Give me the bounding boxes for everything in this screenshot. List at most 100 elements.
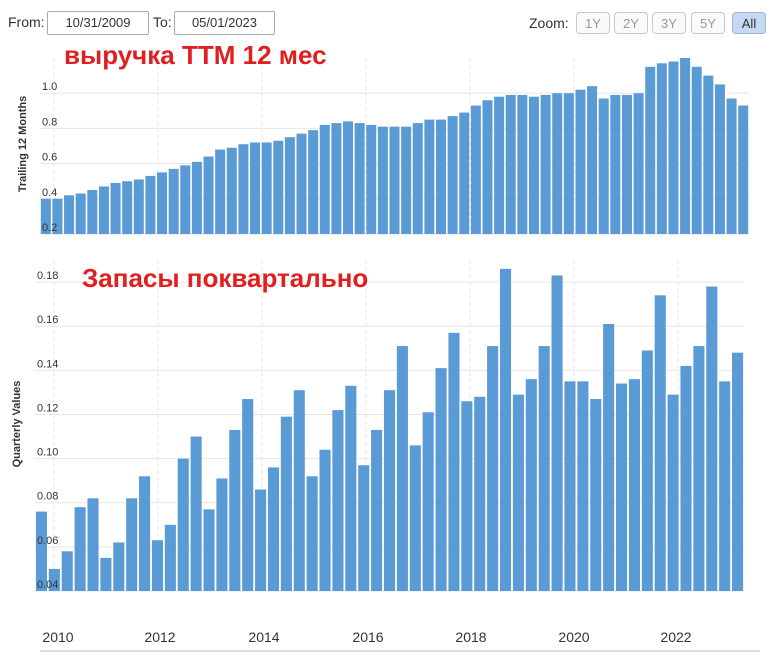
top-chart-bar	[308, 130, 319, 234]
zoom-2y-button[interactable]: 2Y	[614, 12, 648, 34]
top-chart-y-axis-label: Trailing 12 Months	[17, 96, 29, 193]
bottom-chart-y-axis-label: Quarterly Values	[11, 381, 23, 468]
top-chart-bar	[621, 94, 632, 235]
bottom-chart-bar	[229, 429, 241, 591]
top-chart-bar	[250, 142, 261, 234]
bottom-chart-bar	[61, 551, 73, 591]
top-chart-bar	[168, 168, 179, 234]
top-chart-y-tick-label: 0.6	[42, 152, 57, 164]
bottom-chart-bar	[332, 410, 344, 591]
bottom-chart-bar	[512, 394, 524, 591]
bottom-chart-x-tick-label: 2016	[352, 629, 383, 645]
top-chart-bar	[714, 84, 725, 235]
top-chart-bar	[738, 105, 749, 235]
bottom-chart-bar	[719, 381, 731, 591]
bottom-chart-bar	[306, 476, 318, 591]
top-chart-bar	[284, 137, 295, 234]
top-chart-bar	[668, 61, 679, 234]
top-chart-bar	[98, 186, 109, 234]
top-chart-title: выручка TTM 12 мес	[64, 44, 327, 70]
bottom-chart-bar	[280, 416, 292, 591]
bottom-chart-bar	[35, 511, 47, 591]
bottom-chart-bar	[319, 449, 331, 591]
bottom-chart-bar	[293, 390, 305, 591]
top-chart-bar	[424, 119, 435, 234]
zoom-1y-button[interactable]: 1Y	[576, 12, 610, 34]
top-chart-bar	[343, 121, 354, 234]
to-label: To:	[153, 14, 172, 30]
bottom-chart-bar	[680, 365, 692, 591]
top-chart-bar	[470, 105, 481, 235]
top-chart-bar	[331, 123, 342, 234]
top-chart-bar	[273, 140, 284, 234]
top-chart-bar	[145, 175, 156, 234]
bottom-chart-bar	[590, 399, 602, 591]
bottom-chart-bar	[113, 542, 125, 591]
top-chart-bar	[238, 144, 249, 234]
top-chart-bar	[494, 96, 505, 234]
zoom-all-button[interactable]: All	[732, 12, 766, 34]
top-chart-bar	[215, 149, 226, 234]
bottom-chart-bar	[139, 476, 151, 591]
bottom-chart-title: Запасы поквартально	[82, 263, 368, 293]
zoom-3y-button[interactable]: 3Y	[652, 12, 686, 34]
bottom-chart-bar	[461, 401, 473, 591]
top-chart-bar	[540, 94, 551, 235]
bottom-chart-bar	[396, 346, 408, 591]
bottom-chart-y-tick-label: 0.04	[37, 579, 58, 591]
top-chart-bar	[366, 124, 377, 234]
bottom-chart-bar	[345, 385, 357, 591]
bottom-chart-bar	[151, 540, 164, 591]
bottom-chart-y-tick-label: 0.06	[37, 535, 58, 547]
top-chart-bar	[389, 126, 400, 234]
top-chart-bar	[680, 58, 691, 234]
top-chart-y-tick-label: 1.0	[42, 81, 57, 93]
bottom-chart-bar	[525, 379, 537, 591]
top-chart-bar	[587, 86, 598, 234]
top-chart-y-ticks: 0.2 0.4 0.6 0.8 1.0	[42, 81, 57, 234]
top-chart-bar	[226, 147, 237, 234]
bottom-chart-bar	[126, 498, 138, 591]
bottom-chart-bar	[538, 346, 550, 591]
zoom-5y-button[interactable]: 5Y	[691, 12, 725, 34]
zoom-label: Zoom:	[529, 15, 569, 31]
top-chart-bar	[563, 93, 574, 234]
top-chart-y-tick-label: 0.2	[42, 222, 57, 234]
top-chart-bar	[412, 123, 423, 234]
bottom-chart-y-ticks: 0.04 0.06 0.08 0.10 0.12 0.14 0.16 0.18	[37, 270, 58, 591]
top-chart-bar	[180, 165, 191, 234]
top-chart-bar	[435, 119, 446, 234]
charts-area: 0.2 0.4 0.6 0.8 1.0 Trailing 12 Months выруч…	[11, 44, 760, 652]
top-chart-bar	[598, 98, 609, 234]
bottom-chart-bar	[255, 489, 267, 591]
top-chart-bar	[110, 182, 121, 234]
bottom-chart-bar	[190, 436, 202, 591]
bottom-chart-bar	[216, 478, 228, 591]
bottom-chart-bar	[641, 350, 653, 591]
bottom-chart-bar	[487, 346, 499, 591]
bottom-chart-bar	[732, 352, 744, 591]
bottom-chart-bar	[693, 346, 705, 591]
bottom-chart-x-tick-label: 2012	[144, 629, 175, 645]
bottom-chart-bar	[577, 381, 589, 591]
bottom-chart-bar	[358, 465, 370, 591]
top-chart-bar	[52, 198, 63, 234]
from-date-input[interactable]: 10/31/2009	[47, 11, 149, 35]
bottom-chart-bar	[603, 323, 615, 591]
top-chart-bar	[133, 179, 144, 234]
bottom-chart-bar	[654, 295, 666, 591]
top-chart-bar	[319, 124, 330, 234]
top-chart-bar	[459, 112, 470, 234]
top-chart-bar	[726, 98, 737, 234]
bottom-chart-y-tick-label: 0.18	[37, 270, 58, 282]
bottom-chart-x-tick-label: 2018	[455, 629, 486, 645]
top-chart-bar	[552, 93, 563, 234]
inventory-quarterly-chart: 0.04 0.06 0.08 0.10 0.12 0.14 0.16 0.18 Quarter…	[11, 260, 744, 645]
top-chart-bar	[377, 126, 388, 234]
bottom-chart-bar	[87, 498, 99, 591]
top-chart-bar	[191, 161, 202, 234]
bottom-chart-bar	[551, 275, 563, 591]
to-date-input[interactable]: 05/01/2023	[174, 11, 275, 35]
top-chart-bar	[633, 93, 644, 234]
bottom-chart-y-tick-label: 0.16	[37, 314, 58, 326]
